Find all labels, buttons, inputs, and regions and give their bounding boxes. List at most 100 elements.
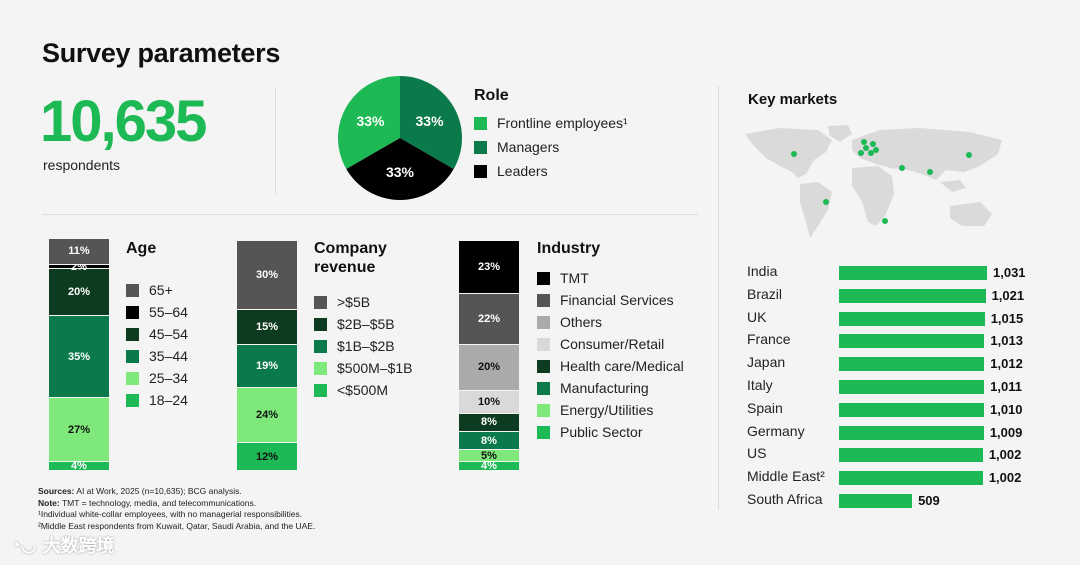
- legend-label: $2B–$5B: [337, 316, 395, 332]
- legend-swatch: [537, 359, 550, 373]
- marker-brazil: [823, 199, 829, 205]
- market-row: Brazil 1,021: [747, 285, 1047, 305]
- age-legend-item: 55–64: [126, 301, 188, 323]
- industry-segment-label: 8%: [481, 434, 497, 447]
- legend-label: <$500M: [337, 382, 388, 398]
- legend-label: Energy/Utilities: [560, 402, 654, 418]
- market-bar: [839, 494, 913, 508]
- industry-stacked-bar: 4% 5% 8% 8% 10% 20% 22% 23%: [459, 240, 519, 472]
- map-eurasia: [852, 128, 1002, 180]
- market-bar: [839, 311, 985, 326]
- revenue-segment: 15%: [237, 310, 297, 344]
- revenue-title-line1: Company: [314, 240, 387, 257]
- legend-label: 18–24: [149, 392, 188, 408]
- market-label: Spain: [747, 399, 783, 416]
- industry-segment-label: 22%: [477, 312, 501, 325]
- industry-segment: 8%: [459, 413, 519, 431]
- role-legend-item: Managers: [474, 135, 628, 159]
- legend-label: 65+: [149, 282, 173, 298]
- market-value: 1,009: [989, 424, 1023, 440]
- age-title: Age: [126, 240, 157, 257]
- market-value: 1,012: [990, 356, 1023, 372]
- legend-swatch: [126, 327, 139, 341]
- market-label: Middle East²: [747, 468, 825, 485]
- notes: Sources: AI at Work, 2025 (n=10,635); BC…: [38, 486, 315, 532]
- age-segment: 2%: [49, 261, 109, 273]
- market-value: 1,021: [991, 287, 1025, 303]
- legend-label: $1B–$2B: [337, 338, 395, 354]
- role-legend: Frontline employees¹ Managers Leaders: [474, 111, 628, 183]
- age-legend-item: 65+: [126, 279, 188, 301]
- market-label: Germany: [747, 422, 805, 439]
- industry-legend-item: Energy/Utilities: [537, 399, 684, 421]
- legend-swatch: [314, 317, 327, 331]
- age-segment-label: 4%: [71, 459, 87, 472]
- legend-label: Public Sector: [560, 424, 643, 440]
- legend-label: TMT: [560, 270, 589, 286]
- legend-label: 45–54: [149, 326, 188, 342]
- legend-swatch: [126, 305, 139, 319]
- pie-label-0: 33%: [356, 113, 385, 129]
- market-bar: [839, 334, 985, 349]
- legend-label: Manufacturing: [560, 380, 649, 396]
- page-title: Survey parameters: [42, 38, 281, 68]
- legend-swatch: [126, 283, 139, 297]
- marker-uk: [861, 139, 867, 145]
- industry-segment: 22%: [459, 293, 519, 344]
- legend-label: Others: [560, 314, 603, 330]
- market-value: 1,002: [988, 470, 1022, 486]
- market-bar: [839, 448, 983, 463]
- sources-label: Sources:: [38, 486, 75, 496]
- age-segment: 11%: [49, 239, 109, 264]
- role-pie-chart: 33% 33% 33%: [338, 76, 462, 200]
- age-segment-label: 27%: [67, 423, 91, 436]
- revenue-stacked-bar: 12% 24% 19% 15% 30%: [237, 240, 297, 470]
- legend-swatch: [474, 140, 487, 154]
- age-stacked-bar: 4% 27% 35% 20% 2% 11%: [49, 238, 109, 472]
- legend-swatch: [314, 361, 327, 375]
- legend-label: >$5B: [337, 294, 371, 310]
- watermark: ◔◡ 大数跨境: [10, 532, 115, 558]
- market-row: Germany 1,009: [747, 422, 1047, 442]
- legend-label: $500M–$1B: [337, 360, 413, 376]
- marker-spain: [863, 145, 869, 151]
- marker-us: [791, 151, 797, 157]
- age-legend-item: 45–54: [126, 323, 188, 345]
- role-title: Role: [474, 87, 509, 104]
- age-legend-item: 18–24: [126, 389, 188, 411]
- marker-india: [927, 169, 933, 175]
- revenue-segment-label: 15%: [255, 320, 279, 333]
- marker-italy: [868, 150, 874, 156]
- legend-swatch: [537, 293, 550, 307]
- divider-right-vertical: [718, 86, 719, 510]
- revenue-title-line2: revenue: [314, 259, 376, 276]
- revenue-segment-label: 19%: [255, 359, 279, 372]
- industry-segment: 8%: [459, 431, 519, 450]
- market-value: 1,015: [990, 310, 1024, 326]
- note-line: Note: TMT = technology, media, and telec…: [38, 498, 315, 510]
- map-africa: [852, 166, 894, 226]
- divider-top-vertical: [275, 88, 276, 194]
- industry-legend-item: Public Sector: [537, 421, 684, 443]
- industry-segment-label: 20%: [477, 361, 501, 373]
- role-legend-item: Leaders: [474, 159, 628, 183]
- market-row: Middle East² 1,002: [747, 467, 1047, 487]
- legend-swatch: [537, 425, 550, 439]
- industry-segment-label: 8%: [481, 416, 497, 429]
- industry-legend-item: Health care/Medical: [537, 355, 684, 377]
- marker-eu-extra: [873, 147, 879, 153]
- legend-swatch: [474, 164, 487, 178]
- map-south-america: [800, 182, 832, 238]
- market-row: South Africa 509: [747, 490, 1047, 510]
- map-australia: [950, 202, 992, 226]
- pie-label-1: 33%: [416, 113, 445, 129]
- industry-segment-label: 23%: [477, 260, 501, 273]
- industry-segment: 23%: [459, 241, 519, 293]
- age-legend: 65+ 55–64 45–54 35–44 25–34 18–24: [126, 279, 188, 411]
- industry-legend-item: Manufacturing: [537, 377, 684, 399]
- revenue-segment: 24%: [237, 388, 297, 443]
- legend-swatch: [314, 383, 327, 397]
- industry-segment-label: 10%: [477, 395, 501, 408]
- market-row: US 1,002: [747, 444, 1047, 464]
- market-value: 1,002: [988, 447, 1022, 463]
